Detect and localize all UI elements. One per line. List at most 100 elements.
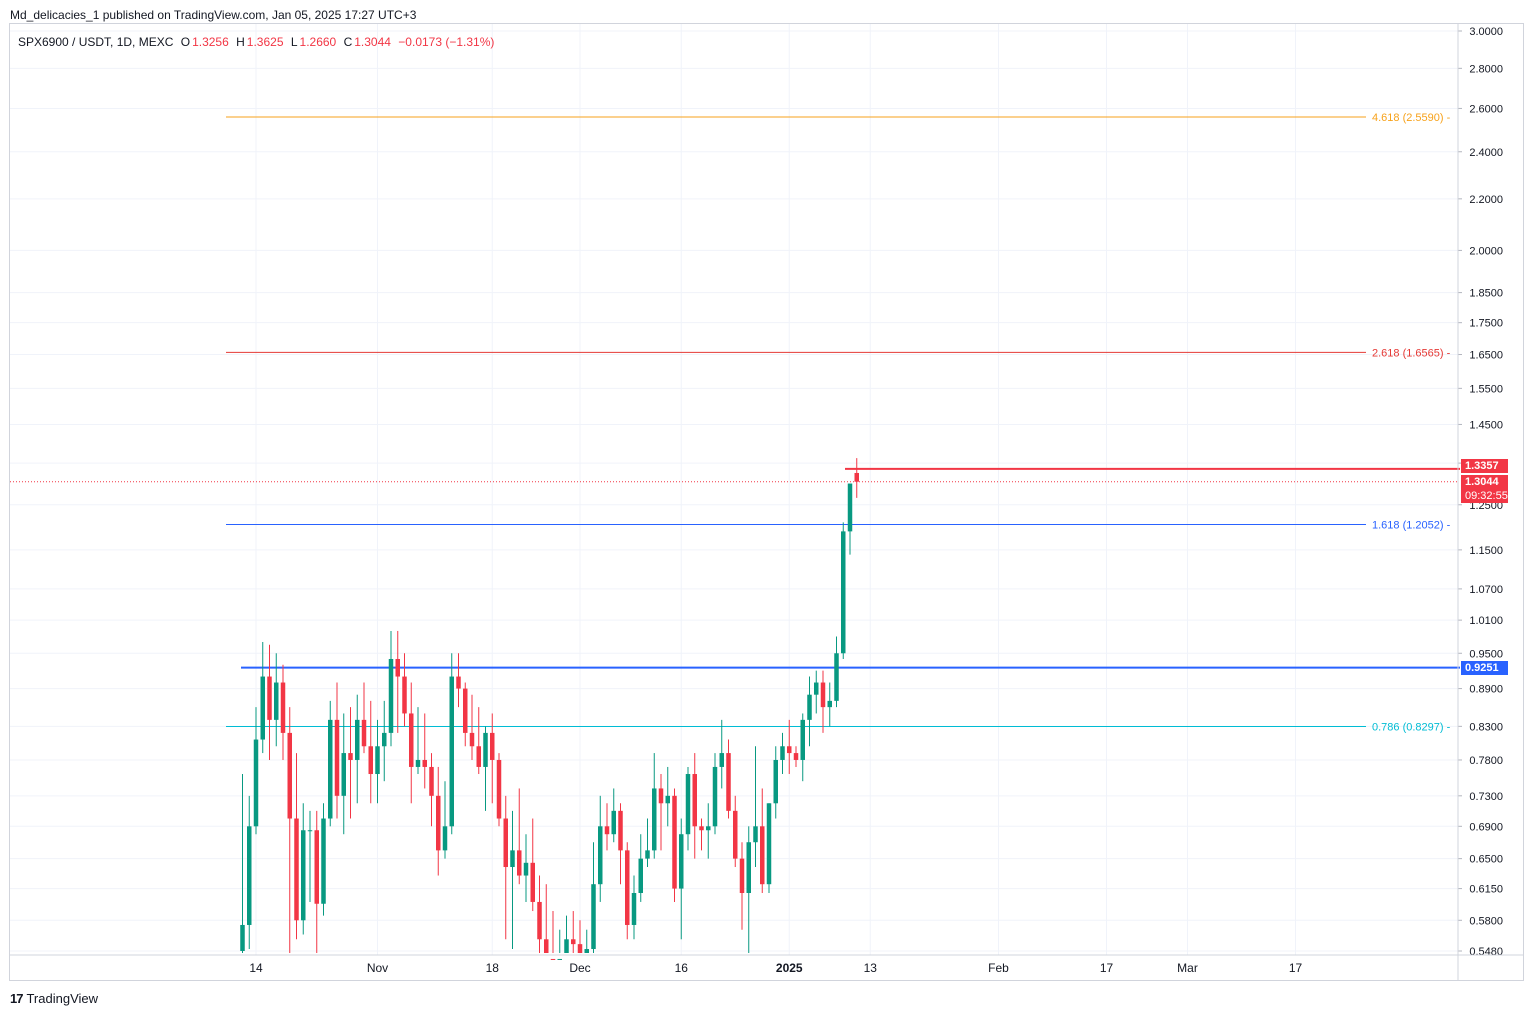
candle-body	[483, 732, 488, 767]
candle-body	[334, 719, 340, 796]
candle	[726, 739, 731, 819]
high-label: H	[236, 35, 245, 49]
price-tick-label: 2.6000	[1469, 103, 1503, 115]
candle-body	[294, 818, 299, 921]
candle-body	[760, 826, 765, 885]
candle	[557, 929, 562, 960]
candle	[456, 653, 461, 708]
candle	[267, 644, 272, 760]
candle	[760, 788, 765, 893]
candle	[571, 911, 576, 953]
candle	[409, 682, 414, 804]
candle-body	[368, 746, 373, 775]
time-tick-label: Feb	[988, 961, 1009, 975]
candle	[733, 795, 738, 868]
candle-body	[314, 830, 319, 904]
candle-body	[746, 842, 751, 893]
candle-body	[719, 753, 724, 767]
resistance-price-tag: 1.3357	[1461, 459, 1508, 473]
price-tick-label: 0.7300	[1469, 791, 1503, 803]
candle-body	[382, 732, 387, 747]
price-tick-label: 1.1500	[1469, 545, 1503, 557]
open-value: 1.3256	[192, 35, 229, 49]
candle	[355, 694, 360, 804]
candle-body	[820, 682, 826, 708]
candle-body	[469, 732, 475, 747]
candle	[334, 682, 340, 819]
price-tick-label: 1.5500	[1469, 383, 1503, 395]
close-value: 1.3044	[354, 35, 391, 49]
candle	[469, 694, 475, 760]
candle	[375, 719, 380, 804]
time-tick-label: 17	[1100, 961, 1114, 975]
candle	[672, 788, 677, 902]
candle	[564, 915, 569, 953]
candle-body	[706, 826, 711, 831]
candle-body	[577, 944, 583, 953]
price-tick-label: 1.4500	[1469, 419, 1503, 431]
candle-body	[780, 746, 785, 760]
candle-body	[827, 700, 832, 708]
candle-body	[280, 682, 286, 733]
candle	[814, 670, 819, 714]
candle-body	[638, 858, 643, 893]
last-price-tag: 1.3044	[1461, 475, 1508, 489]
candle	[719, 719, 724, 789]
time-tick-label: 16	[675, 961, 689, 975]
time-tick-label: 17	[1289, 961, 1303, 975]
price-tick-label: 2.0000	[1469, 245, 1503, 257]
candle-body	[422, 759, 427, 767]
candle-body	[807, 694, 812, 720]
candle-body	[557, 958, 562, 960]
candle-body	[449, 676, 454, 827]
candle-body	[274, 682, 279, 720]
candle	[827, 682, 832, 727]
candle	[388, 630, 394, 747]
candle	[274, 653, 279, 747]
branding-text: TradingView	[26, 991, 99, 1006]
candle	[793, 746, 799, 767]
candle-body	[618, 810, 623, 851]
candle-body	[301, 830, 306, 921]
low-value: 1.2660	[299, 35, 337, 49]
time-tick-label: 18	[486, 961, 500, 975]
candle	[658, 774, 664, 851]
fib-label: 4.618 (2.5590) -	[1372, 112, 1451, 124]
price-tick-label: 1.7500	[1469, 318, 1503, 330]
price-tick-label: 1.8500	[1469, 288, 1503, 300]
candle-body	[402, 676, 407, 714]
price-tick-label: 2.2000	[1469, 194, 1503, 206]
change-value: −0.0173 (−1.31%)	[398, 35, 495, 49]
candle-body	[287, 732, 292, 819]
publisher-line: Md_delicacies_1 published on TradingView…	[10, 8, 417, 22]
candle-body	[739, 858, 745, 893]
candle	[294, 753, 299, 940]
price-tick-label: 0.6150	[1469, 884, 1503, 896]
candle	[631, 875, 637, 940]
candle	[706, 803, 711, 859]
candle	[280, 664, 286, 760]
candles	[240, 458, 859, 960]
candle-body	[240, 924, 245, 951]
candle	[348, 707, 353, 819]
candle	[537, 875, 542, 953]
candle-body	[503, 818, 508, 868]
candle	[301, 803, 306, 935]
candle	[739, 842, 745, 930]
price-tick-label: 0.7800	[1469, 755, 1503, 767]
candle-body	[530, 862, 535, 902]
candle	[847, 483, 853, 555]
tradingview-mark-icon: 17	[10, 991, 24, 1006]
candle-body	[395, 658, 400, 677]
price-tick-label: 2.8000	[1469, 63, 1503, 75]
candle	[841, 522, 846, 659]
candle-body	[847, 483, 853, 532]
price-tick-label: 0.6500	[1469, 854, 1503, 866]
candle-body	[476, 746, 481, 767]
candle-body	[523, 862, 529, 876]
tradingview-logo[interactable]: 17 TradingView	[10, 991, 98, 1006]
candle-body	[800, 719, 805, 760]
candle-body	[436, 795, 441, 851]
candle-body	[854, 472, 859, 482]
